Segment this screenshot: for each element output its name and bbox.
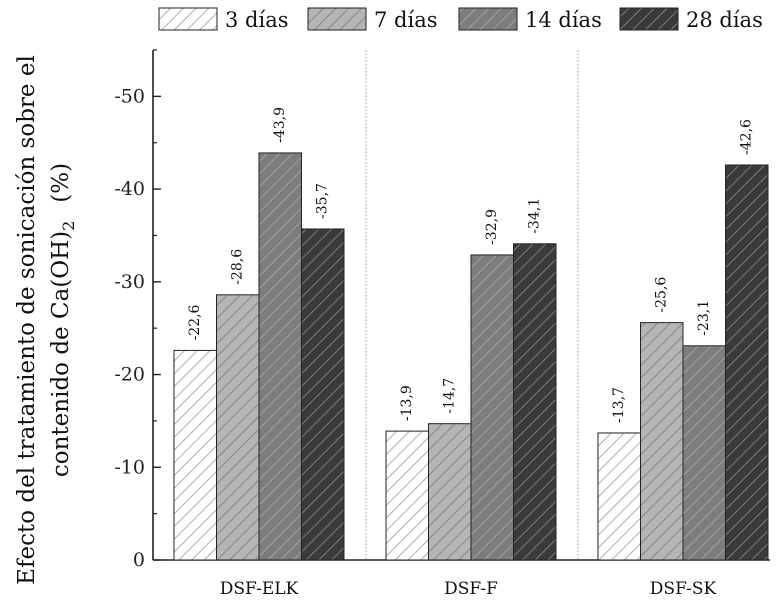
plot-area: 0 -10 -20 -30 -40 -50 -22,6 -28,6 -43,9 -35,7 DSF-… [114, 49, 770, 599]
legend-label: 14 días [525, 8, 602, 32]
data-label: -13,9 [399, 385, 415, 421]
bar [725, 164, 769, 561]
data-label: -23,1 [696, 300, 712, 336]
chart-legend: 3 días 7 días 14 días 28 días [158, 7, 763, 32]
x-tick-label: DSF-ELK [220, 579, 299, 599]
bar [597, 432, 641, 561]
y-tick-label: -10 [114, 456, 145, 478]
bar [470, 254, 514, 561]
data-label: -25,6 [654, 277, 670, 313]
y-axis-title-line1: Efecto del tratamiento de sonicación sob… [14, 55, 40, 585]
y-axis-title-line2: contenido de Ca(OH)2 (%) [48, 163, 78, 477]
data-label: -35,7 [315, 183, 331, 219]
bar [258, 152, 302, 561]
x-tick-label: DSF-SK [650, 579, 717, 599]
legend-swatch [619, 7, 679, 31]
bar [428, 423, 472, 561]
bar [216, 294, 260, 561]
legend-swatch [307, 7, 367, 31]
data-label: -34,1 [527, 198, 543, 234]
data-label: -42,6 [739, 119, 755, 155]
legend-label: 28 días [686, 8, 763, 32]
legend-label: 3 días [225, 8, 289, 32]
y-tick-label: -20 [114, 364, 145, 386]
bar [682, 345, 726, 561]
y-tick-label: 0 [133, 549, 145, 571]
bar [640, 322, 684, 561]
legend-swatch [458, 7, 518, 31]
data-label: -14,7 [442, 378, 458, 414]
data-label: -13,7 [611, 387, 627, 423]
data-label: -32,9 [484, 209, 500, 245]
y-axis-title-unit: (%) [48, 163, 74, 203]
x-tick-label: DSF-F [444, 579, 498, 599]
legend-label: 7 días [374, 8, 438, 32]
data-label: -28,6 [230, 249, 246, 285]
data-label: -22,6 [187, 304, 203, 340]
bar [301, 228, 345, 561]
y-axis-title: Efecto del tratamiento de sonicación sob… [14, 55, 78, 585]
bar [385, 430, 429, 561]
data-label: -43,9 [272, 107, 288, 143]
y-axis-title-subscript: 2 [59, 221, 78, 231]
bar [173, 349, 217, 561]
y-tick-label: -50 [114, 85, 145, 107]
bar [513, 243, 557, 561]
y-axis-title-chem: contenido de Ca(OH) [48, 231, 74, 477]
legend-swatch [158, 7, 218, 31]
y-tick-label: -40 [114, 178, 145, 200]
y-tick-label: -30 [114, 271, 145, 293]
